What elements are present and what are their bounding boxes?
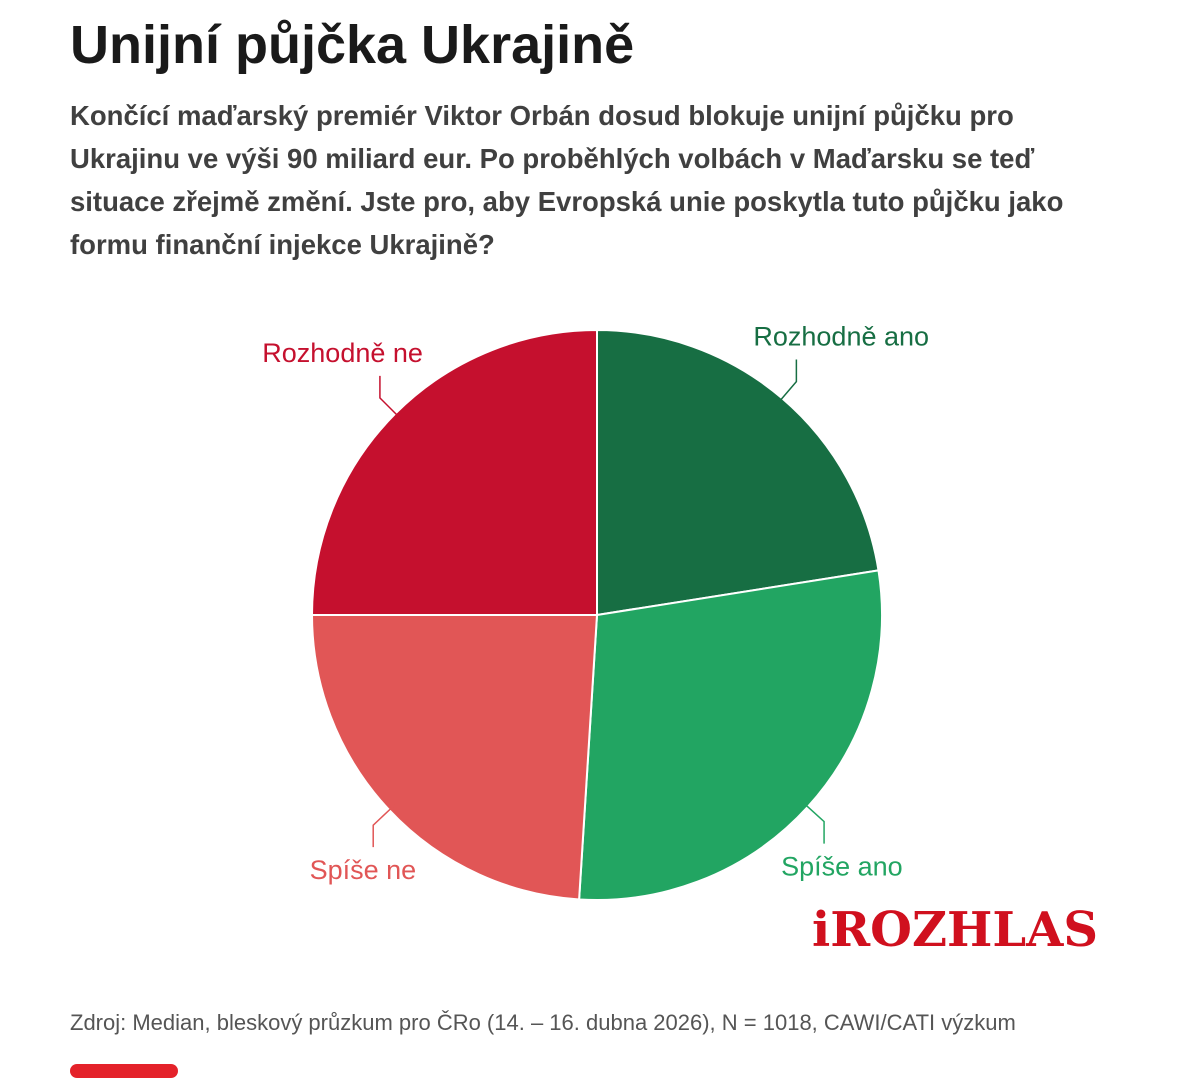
source-note: Zdroj: Median, bleskový průzkum pro ČRo … [70,1010,1016,1035]
slice-label-rozhodne-ano: Rozhodně ano [753,322,929,352]
irozhlas-logo: iROZHLAS [812,902,1098,958]
leader-line-spise-ne [372,804,396,848]
red-tab-button[interactable] [70,1064,178,1078]
pie-slice-rozhodne-ne [310,328,598,616]
slice-label-spise-ne: Spíše ne [310,855,417,885]
page-title: Unijní půjčka Ukrajině [70,15,635,75]
slice-label-spise-ano: Spíše ano [781,852,903,882]
leader-line-rozhodne-ne [379,375,402,420]
pie-slice-rozhodne-ano [596,328,880,617]
pie-slice-spise-ano [578,569,883,901]
leader-line-rozhodne-ano [776,359,798,405]
leader-line-spise-ano [801,800,825,844]
chart-subtitle: Končící maďarský premiér Viktor Orbán do… [70,100,1064,260]
slice-label-rozhodne-ne: Rozhodně ne [262,338,423,368]
